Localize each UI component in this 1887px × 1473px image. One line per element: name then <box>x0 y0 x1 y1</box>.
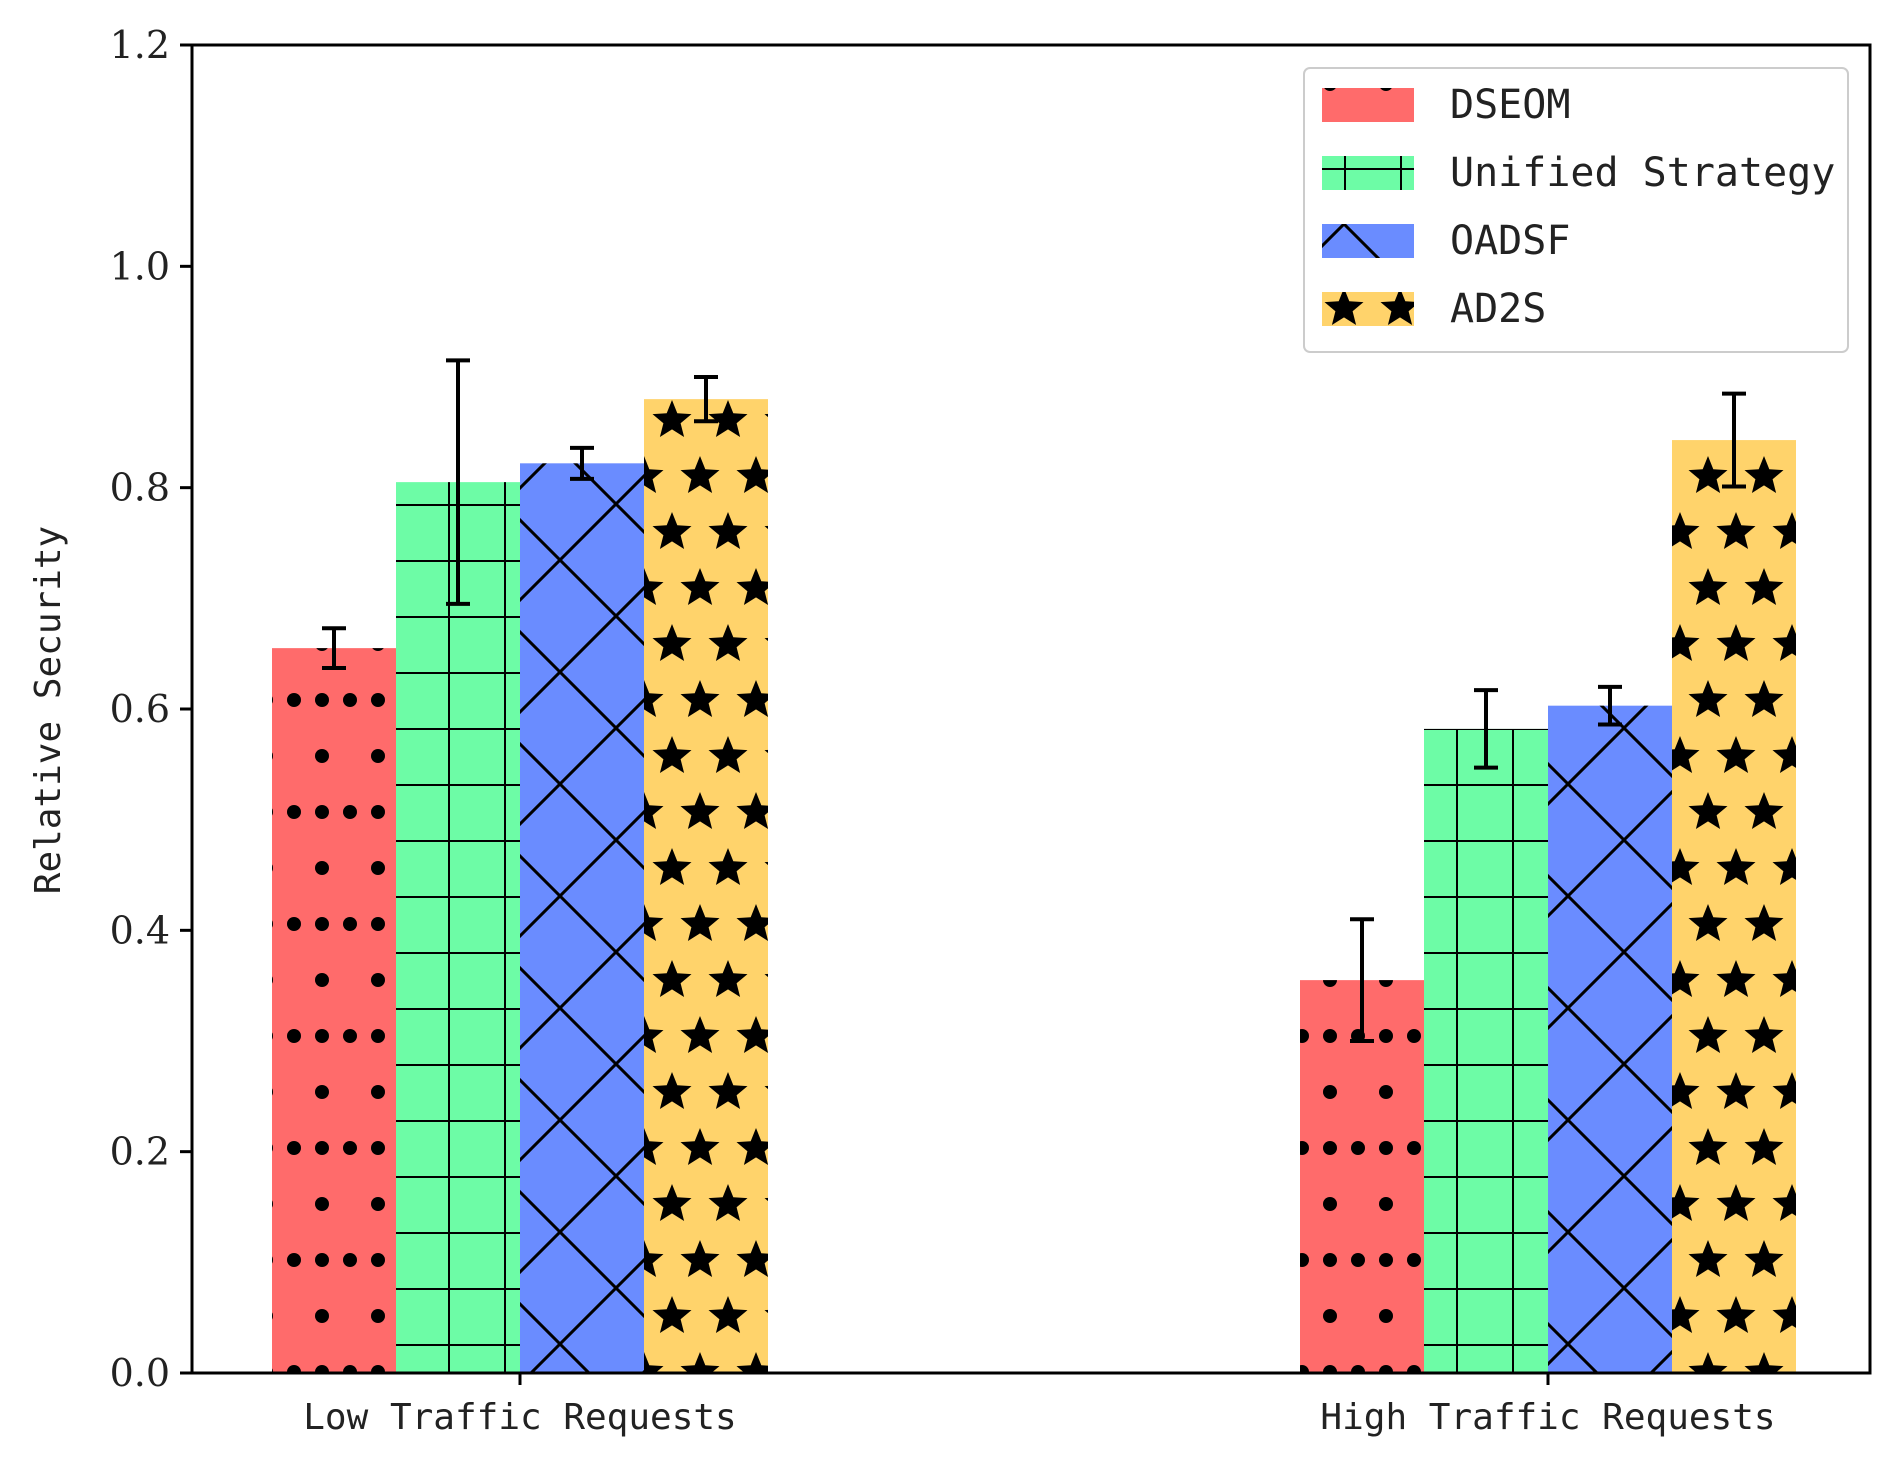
bar-hatch <box>1548 705 1672 1373</box>
legend-label-ad2s: AD2S <box>1450 286 1546 332</box>
bar-hatch <box>396 482 520 1374</box>
bar-hatch <box>1300 980 1424 1373</box>
legend-label-oadsf: OADSF <box>1450 218 1570 264</box>
bar-hatch <box>272 648 396 1373</box>
y-tick-label: 0.6 <box>110 687 170 731</box>
plot-area-frame <box>190 43 1872 1375</box>
x-tick-label: High Traffic Requests <box>1320 1397 1775 1438</box>
legend: DSEOM Unified Strategy OADSF AD2S <box>1303 67 1849 353</box>
x-tick-label: Low Traffic Requests <box>303 1397 736 1438</box>
y-tick-label: 0.2 <box>110 1130 170 1174</box>
legend-swatch-hatch <box>1322 88 1414 122</box>
y-tick-label: 1.0 <box>110 244 170 288</box>
legend-label-dseom: DSEOM <box>1450 82 1570 128</box>
y-tick-label: 1.2 <box>110 23 170 67</box>
legend-box <box>1303 67 1849 353</box>
legend-label-unified-strategy: Unified Strategy <box>1450 150 1835 196</box>
y-axis-label: Relative Security <box>28 526 69 894</box>
legend-swatch-hatch <box>1322 292 1414 326</box>
legend-swatch-hatch <box>1322 156 1414 190</box>
legend-swatch-hatch <box>1322 224 1414 258</box>
bar-hatch <box>644 399 768 1374</box>
y-tick-label: 0.8 <box>110 466 170 510</box>
y-tick-label: 0.0 <box>110 1351 170 1395</box>
bar-hatch <box>520 463 644 1373</box>
bar-hatch <box>1672 440 1796 1374</box>
y-tick-label: 0.4 <box>110 908 170 952</box>
bar-hatch <box>1424 728 1548 1373</box>
